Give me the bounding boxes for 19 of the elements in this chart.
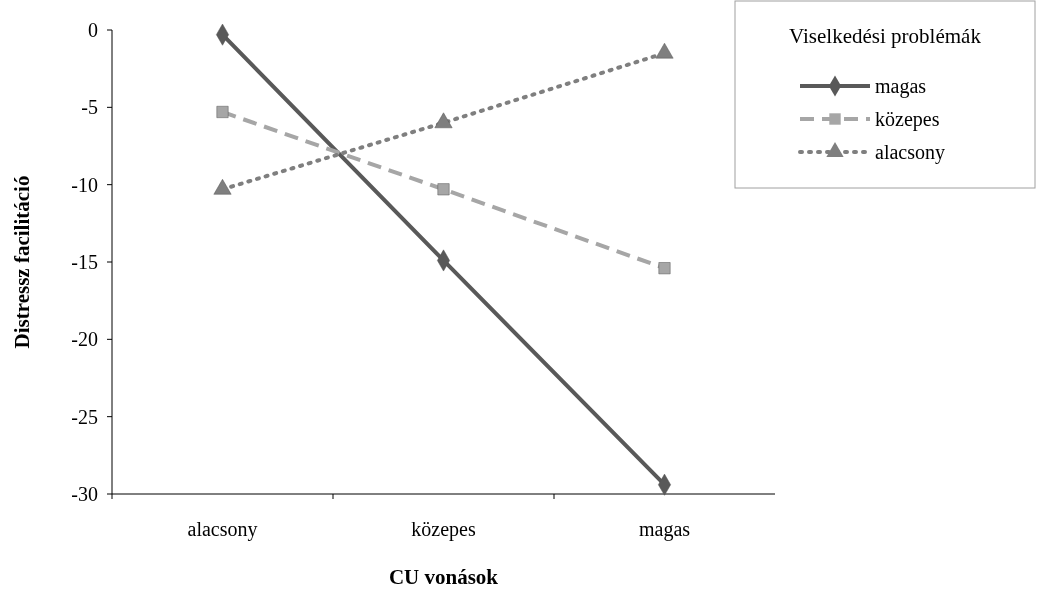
legend-title: Viselkedési problémák — [789, 24, 982, 48]
x-tick-label: alacsony — [187, 518, 258, 541]
x-tick-label: közepes — [411, 518, 476, 541]
point — [437, 183, 450, 196]
x-tick-label: magas — [638, 518, 691, 541]
y-tick-label: -25 — [71, 405, 98, 428]
y-axis-title: Distressz facilitáció — [10, 175, 34, 349]
y-tick-label: -20 — [71, 328, 98, 351]
y-tick-label: -30 — [71, 483, 98, 505]
y-tick-label: 0 — [88, 19, 98, 41]
y-tick-label: -15 — [71, 251, 98, 273]
y-tick-label: -10 — [71, 173, 98, 196]
y-tick-label: -5 — [81, 96, 98, 119]
legend-label: magas — [875, 75, 927, 98]
x-axis-title: CU vonások — [388, 565, 499, 589]
point — [658, 262, 671, 275]
point — [216, 106, 229, 118]
legend-label: alacsony — [875, 141, 945, 164]
legend-label: közepes — [875, 108, 940, 131]
